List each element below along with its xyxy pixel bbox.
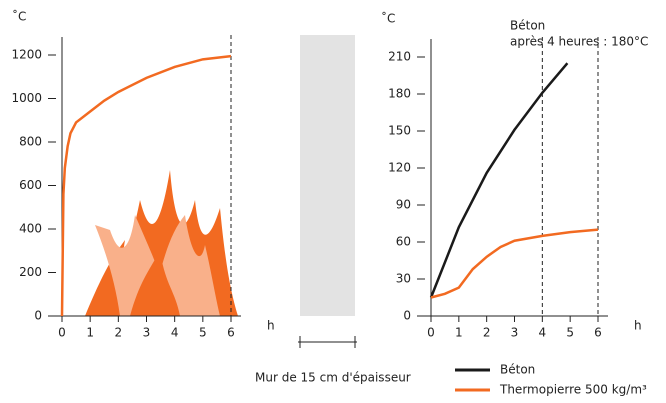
line xyxy=(60,54,232,317)
x-tick-label: 3 xyxy=(143,326,151,340)
x-axis-label: h xyxy=(634,319,642,333)
x-tick-label: 2 xyxy=(483,326,491,340)
y-tick-label: 1000 xyxy=(11,91,42,105)
line xyxy=(429,62,569,298)
x-tick-label: 6 xyxy=(227,326,235,340)
x-tick-label: 6 xyxy=(594,326,602,340)
y-tick-label: 800 xyxy=(19,135,42,149)
y-axis-label: ˚C xyxy=(12,9,26,24)
x-tick-label: 0 xyxy=(58,326,66,340)
x-tick-label: 0 xyxy=(427,326,435,340)
y-tick-label: 0 xyxy=(34,309,42,323)
y-tick-label: 200 xyxy=(19,265,42,279)
x-tick-label: 3 xyxy=(511,326,519,340)
wall xyxy=(300,35,355,316)
wall-caption: Mur de 15 cm d'épaisseur xyxy=(255,371,411,385)
y-tick-label: 150 xyxy=(388,124,411,138)
x-tick-label: 5 xyxy=(566,326,574,340)
x-tick-label: 2 xyxy=(115,326,123,340)
y-tick-label: 90 xyxy=(396,198,411,212)
y-tick-label: 1200 xyxy=(11,48,42,62)
y-tick-label: 120 xyxy=(388,161,411,175)
annotation: après 4 heures : 180°C xyxy=(510,35,648,49)
x-tick-label: 1 xyxy=(455,326,463,340)
x-tick-label: 5 xyxy=(199,326,207,340)
y-tick-label: 210 xyxy=(388,50,411,64)
annotation: Béton xyxy=(510,19,545,33)
x-tick-label: 1 xyxy=(86,326,94,340)
x-axis-label: h xyxy=(267,319,275,333)
x-tick-label: 4 xyxy=(539,326,547,340)
y-tick-label: 0 xyxy=(403,309,411,323)
y-tick-label: 60 xyxy=(396,235,411,249)
flames xyxy=(85,170,238,316)
y-tick-label: 600 xyxy=(19,178,42,192)
x-tick-label: 4 xyxy=(171,326,179,340)
y-tick-label: 400 xyxy=(19,222,42,236)
y-tick-label: 180 xyxy=(388,87,411,101)
y-tick-label: 30 xyxy=(396,272,411,286)
legend-label: Thermopierre 500 kg/m³ xyxy=(499,383,647,397)
wall-dimension xyxy=(298,336,357,348)
y-axis-label: ˚C xyxy=(381,11,395,26)
line xyxy=(430,228,599,299)
legend-label: Béton xyxy=(500,363,535,377)
